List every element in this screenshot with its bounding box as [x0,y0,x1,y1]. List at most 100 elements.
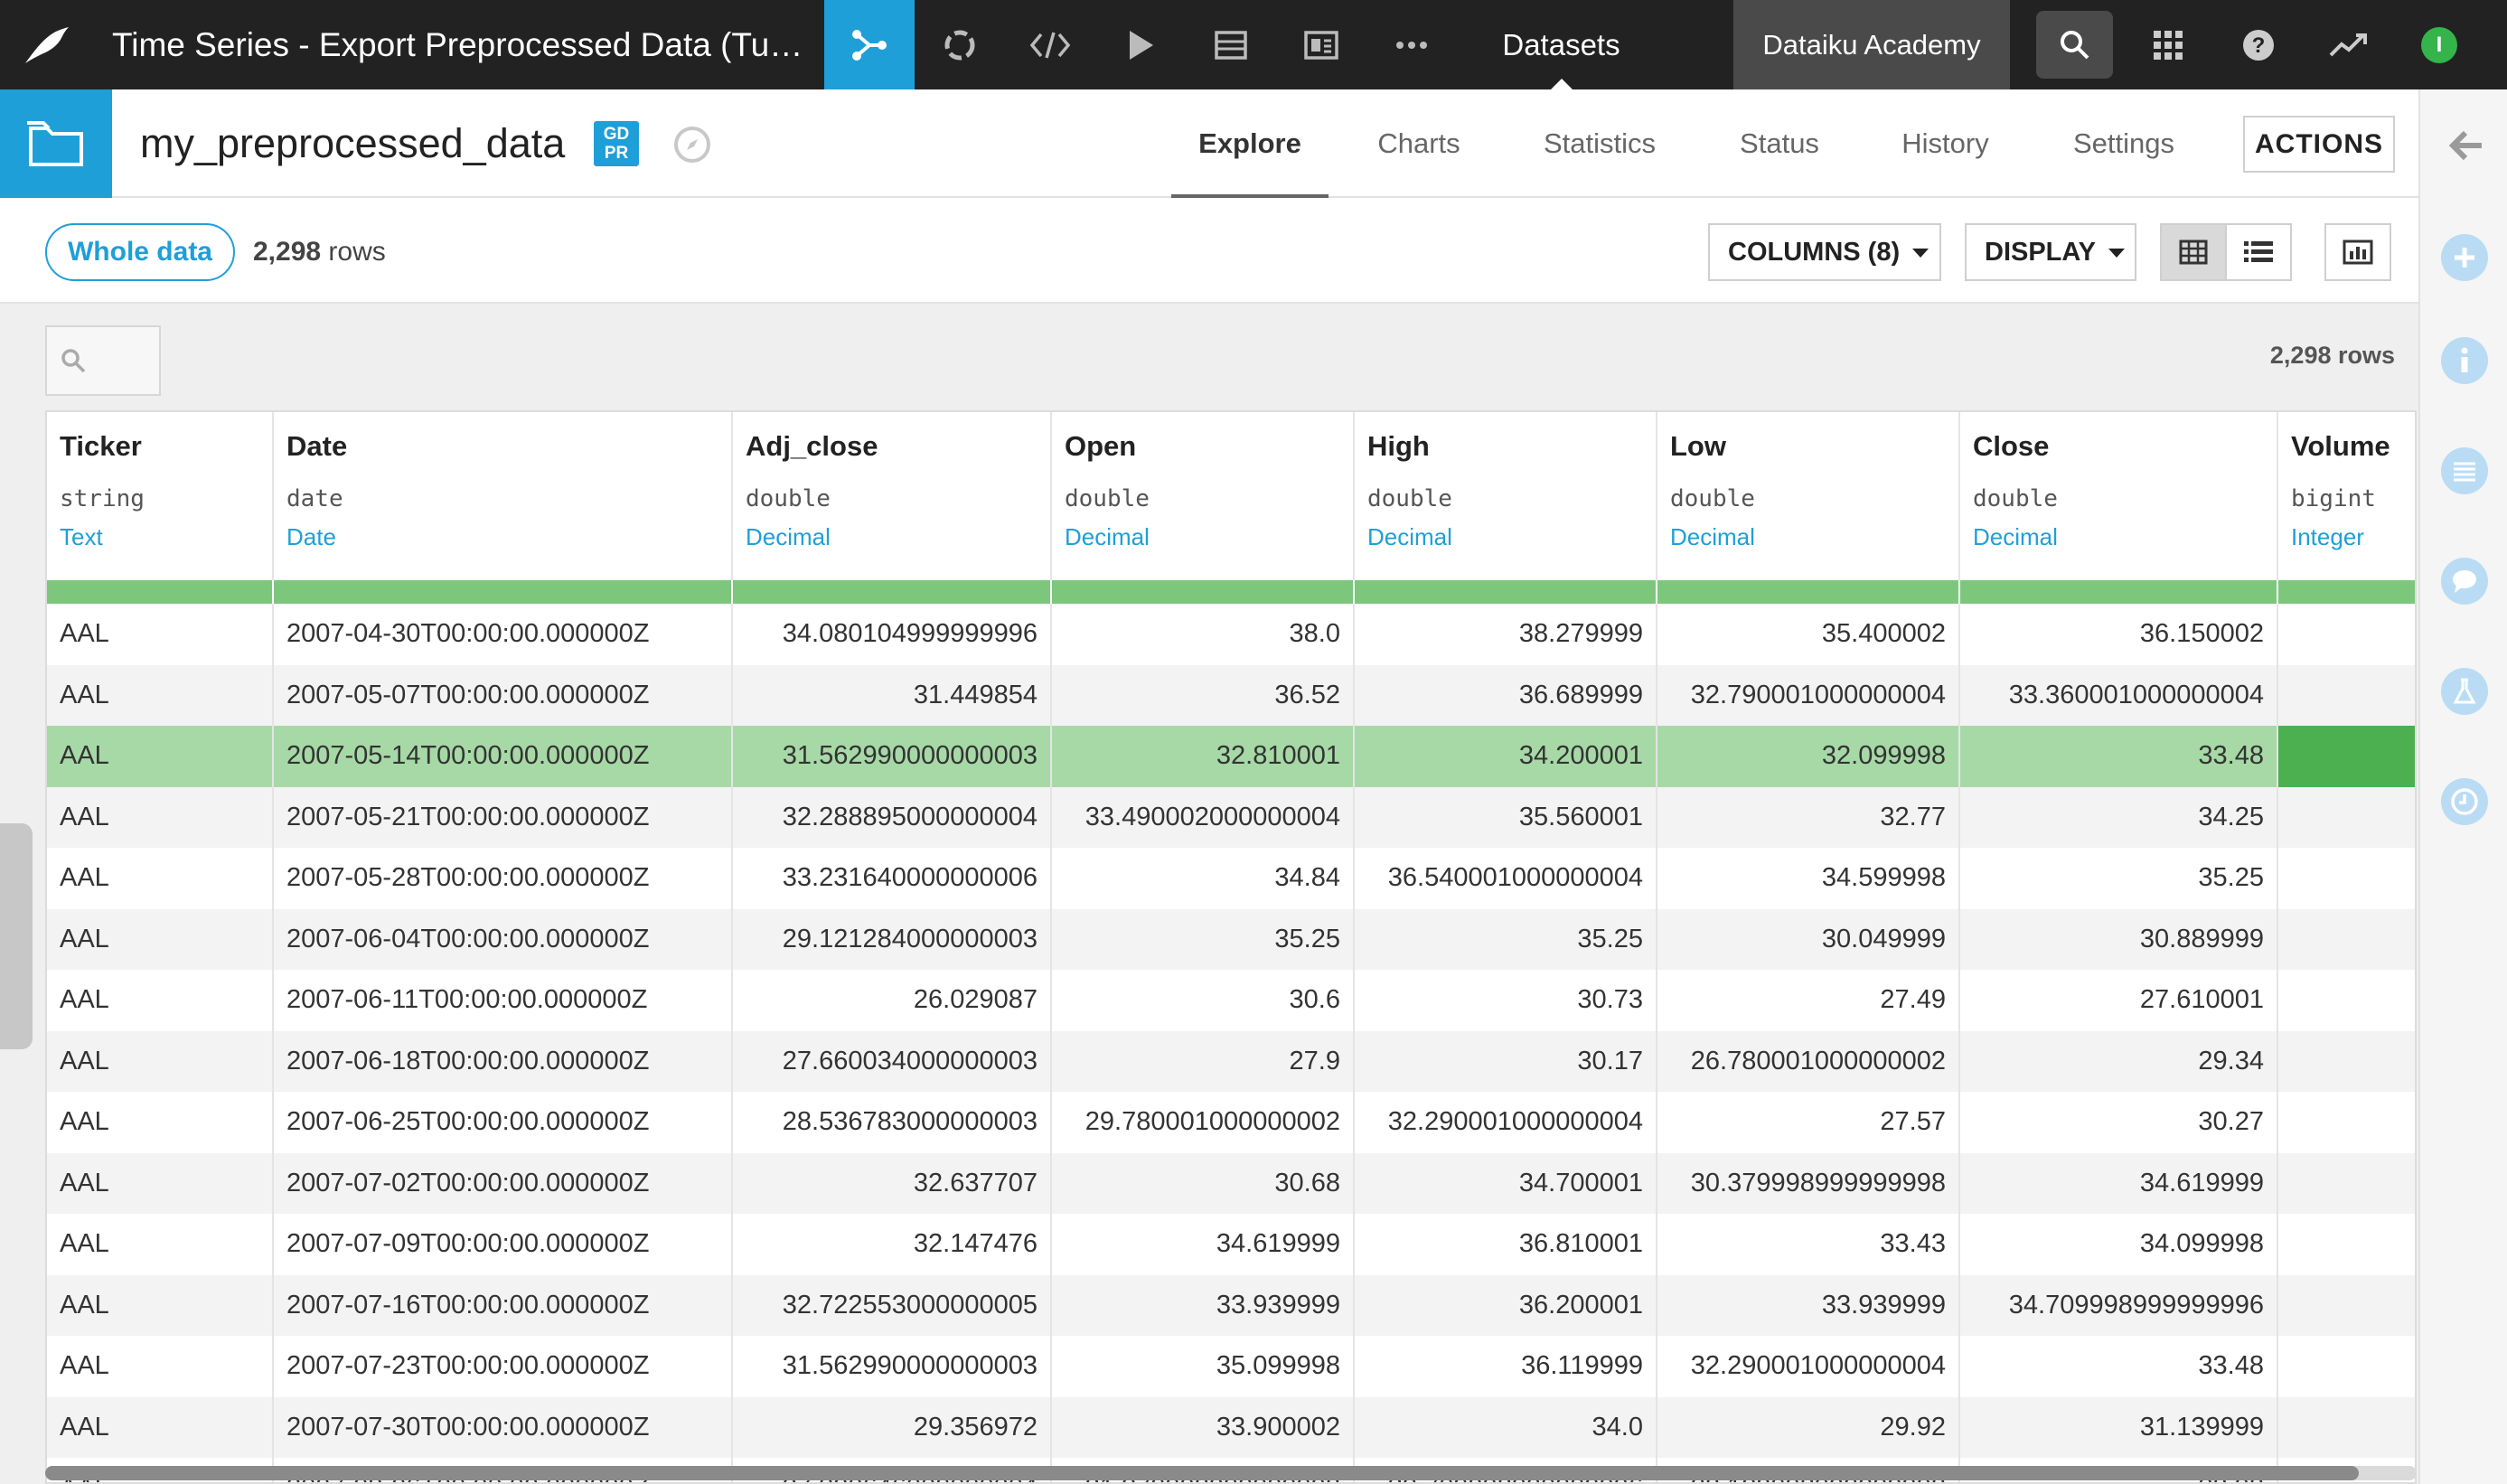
table-cell[interactable]: 32.290001000000004 [1657,1336,1960,1397]
table-cell[interactable]: 31.562990000000003 [732,1336,1052,1397]
table-cell[interactable]: 32.147476 [732,1214,1052,1275]
column-header-date[interactable]: Date date Date [273,412,733,580]
table-cell[interactable]: 136 [2277,786,2415,848]
table-cell[interactable]: 27.9 [1051,1030,1355,1092]
project-title[interactable]: Time Series - Export Preprocessed Data (… [112,26,803,63]
academy-link[interactable]: Dataiku Academy [1733,0,2010,89]
table-cell[interactable]: 165 [2277,1336,2415,1397]
tab-status[interactable]: Status [1740,127,1819,159]
table-cell[interactable]: 30.27 [1959,1092,2278,1153]
wiki-icon[interactable] [1186,0,1276,89]
tab-explore[interactable]: Explore [1171,89,1329,198]
table-cell[interactable]: AAL [47,1152,274,1214]
table-cell[interactable]: AAL [47,1030,274,1092]
table-cell[interactable]: AAL [47,1396,274,1458]
table-cell[interactable]: 34.25 [1959,786,2278,848]
column-header-open[interactable]: Open double Decimal [1051,412,1355,580]
table-row[interactable]: AAL 2007-07-16T00:00:00.000000Z 32.7225530… [47,1274,2415,1336]
table-cell[interactable]: 29.34 [1959,1030,2278,1092]
table-cell[interactable]: 175 [2277,664,2415,726]
table-cell[interactable]: 35.25 [1959,848,2278,909]
table-cell[interactable]: 27.660034000000003 [732,1030,1052,1092]
table-cell[interactable]: 34.700001 [1354,1152,1657,1214]
table-cell[interactable]: AAL [47,1214,274,1275]
play-icon[interactable] [1095,0,1186,89]
table-cell[interactable]: 2007-07-02T00:00:00.000000Z [273,1152,733,1214]
table-cell[interactable]: 164 [2277,970,2415,1031]
table-cell[interactable]: 140 [2277,1092,2415,1153]
table-cell[interactable]: 154 [2277,1030,2415,1092]
table-cell[interactable]: 2007-07-23T00:00:00.000000Z [273,1336,733,1397]
table-cell[interactable]: 2007-06-04T00:00:00.000000Z [273,908,733,970]
columns-dropdown[interactable]: COLUMNS (8) [1708,223,1941,281]
table-cell[interactable]: AAL [47,786,274,848]
column-meaning[interactable]: Decimal [1065,523,1150,550]
table-cell[interactable]: 34.84 [1051,848,1355,909]
table-cell[interactable]: 35.400002 [1657,604,1960,665]
table-cell[interactable]: 35.099998 [1051,1336,1355,1397]
column-meaning[interactable]: Text [60,523,103,550]
collapse-arrow-icon[interactable] [2440,126,2491,165]
table-cell[interactable]: 36.150002 [1959,604,2278,665]
table-view-button[interactable] [2160,223,2227,281]
table-cell[interactable]: 34.619999 [1051,1214,1355,1275]
table-cell[interactable]: 2007-05-28T00:00:00.000000Z [273,848,733,909]
more-icon[interactable] [1366,0,1457,89]
left-panel-handle[interactable] [0,823,33,1049]
list-details-icon[interactable] [2441,447,2488,494]
table-cell[interactable]: 156 [2277,1396,2415,1458]
table-cell[interactable]: 36.810001 [1354,1214,1657,1275]
table-cell[interactable]: AAL [47,848,274,909]
table-cell[interactable]: 30.6 [1051,970,1355,1031]
table-cell[interactable]: 35.25 [1051,908,1355,970]
grid-search-input[interactable] [45,325,161,396]
table-cell[interactable]: 2007-06-11T00:00:00.000000Z [273,970,733,1031]
gdpr-badge[interactable]: GD PR [594,121,639,166]
table-cell[interactable]: 127 [2277,1274,2415,1336]
table-cell[interactable]: 34.099998 [1959,1214,2278,1275]
table-cell[interactable]: 27.57 [1657,1092,1960,1153]
table-cell[interactable]: 33.360001000000004 [1959,664,2278,726]
list-view-button[interactable] [2225,223,2292,281]
table-cell[interactable]: 32.290001000000004 [1354,1092,1657,1153]
table-cell[interactable]: 33.231640000000006 [732,848,1052,909]
table-cell[interactable]: 36.540001000000004 [1354,848,1657,909]
column-header-adj_close[interactable]: Adj_close double Decimal [732,412,1052,580]
table-cell[interactable]: 34.709998999999996 [1959,1274,2278,1336]
table-cell[interactable]: 31.562990000000003 [732,726,1052,787]
table-cell[interactable]: 119 [2277,1152,2415,1214]
tab-charts[interactable]: Charts [1377,127,1460,159]
table-cell[interactable]: 29.92 [1657,1396,1960,1458]
column-name[interactable]: High [1367,430,1430,462]
table-cell[interactable]: 34.619999 [1959,1152,2278,1214]
table-cell[interactable]: 29.356972 [732,1396,1052,1458]
table-cell[interactable]: 31.139999 [1959,1396,2278,1458]
table-row[interactable]: AAL 2007-06-25T00:00:00.000000Z 28.5367830… [47,1092,2415,1153]
dataiku-bird-logo-icon[interactable] [0,0,94,89]
table-cell[interactable]: 33.900002 [1051,1396,1355,1458]
display-dropdown[interactable]: DISPLAY [1965,223,2136,281]
table-cell[interactable]: 30.049999 [1657,908,1960,970]
tab-settings[interactable]: Settings [2072,127,2174,159]
help-icon[interactable]: ? [2218,0,2299,89]
table-cell[interactable]: 2007-07-09T00:00:00.000000Z [273,1214,733,1275]
table-cell[interactable]: AAL [47,908,274,970]
table-cell[interactable]: 36.200001 [1354,1274,1657,1336]
table-cell[interactable]: 62 [2277,848,2415,909]
column-meaning[interactable]: Integer [2291,523,2364,550]
column-name[interactable]: Date [286,430,348,462]
dashboard-icon[interactable] [1276,0,1366,89]
table-cell[interactable]: 28.536783000000003 [732,1092,1052,1153]
table-cell[interactable]: 33.939999 [1051,1274,1355,1336]
table-cell[interactable]: 38.279999 [1354,604,1657,665]
scrollbar-thumb[interactable] [45,1466,2359,1480]
table-cell[interactable]: 36.52 [1051,664,1355,726]
table-cell[interactable]: 32.099998 [1657,726,1960,787]
table-cell[interactable]: 34.200001 [1354,726,1657,787]
table-cell[interactable]: 33.490002000000004 [1051,786,1355,848]
datasets-menu[interactable]: Datasets [1446,0,1676,89]
table-cell[interactable]: 30.68 [1051,1152,1355,1214]
table-row[interactable]: AAL 2007-07-02T00:00:00.000000Z 32.637707 3… [47,1152,2415,1214]
table-cell[interactable]: 29.780001000000002 [1051,1092,1355,1153]
table-cell[interactable]: AAL [47,726,274,787]
